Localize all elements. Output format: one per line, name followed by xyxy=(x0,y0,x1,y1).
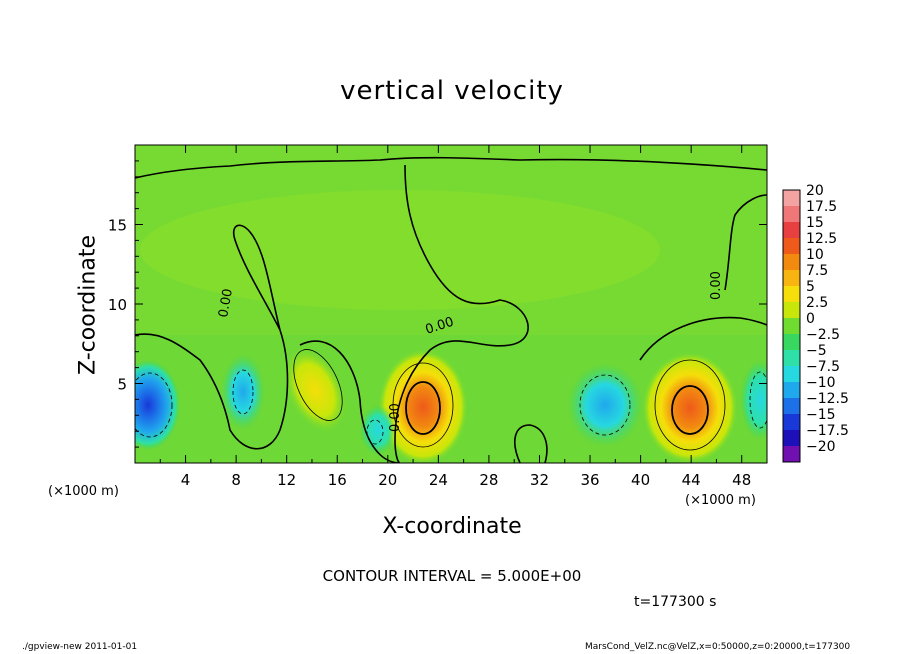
x-axis-label: X-coordinate xyxy=(382,514,522,539)
x-tick-label-36: 36 xyxy=(580,471,599,489)
max-contours xyxy=(405,381,709,435)
x-tick-label-4: 4 xyxy=(181,471,191,489)
downdraft-1 xyxy=(135,360,180,450)
colorbar-label-15: −17.5 xyxy=(806,423,849,439)
contour-interval: CONTOUR INTERVAL = 5.000E+00 xyxy=(322,567,582,585)
colorbar-swatch-7 xyxy=(783,302,800,319)
colorbar-label-10: −5 xyxy=(806,343,827,359)
x-tick-label-44: 44 xyxy=(682,471,701,489)
colorbar-label-6: 5 xyxy=(806,279,815,295)
mid-contours xyxy=(293,349,726,451)
time-label: t=177300 s xyxy=(634,594,717,610)
colorbar-swatch-0 xyxy=(783,190,800,207)
x-tick-label-16: 16 xyxy=(328,471,347,489)
colorbar-swatch-15 xyxy=(783,430,800,447)
colorbar-label-0: 20 xyxy=(806,183,824,199)
colorbar-swatch-11 xyxy=(783,366,800,383)
colorbar-label-2: 15 xyxy=(806,215,824,231)
colorbar-label-4: 10 xyxy=(806,247,824,263)
colorbar-swatch-16 xyxy=(783,446,800,463)
y-tick-label-10: 10 xyxy=(108,296,127,314)
colorbar-swatch-13 xyxy=(783,398,800,415)
footer-right: MarsCond_VelZ.nc@VelZ,x=0:50000,z=0:2000… xyxy=(585,642,851,652)
y-tick-label-5: 5 xyxy=(117,376,127,394)
colorbar-frame xyxy=(782,189,801,463)
colorbar-swatch-14 xyxy=(783,414,800,431)
downdraft-8 xyxy=(221,354,265,430)
updraft-44 xyxy=(642,352,738,463)
downdraft-48 xyxy=(740,360,767,440)
negative-contours xyxy=(135,369,767,445)
x-tick-label-28: 28 xyxy=(479,471,498,489)
colorbar-swatch-3 xyxy=(783,238,800,255)
colorbar-swatch-10 xyxy=(783,350,800,367)
contour-label-3: 0.00 xyxy=(388,403,403,432)
x-tick-label-40: 40 xyxy=(631,471,650,489)
colorbar: 2017.51512.5107.552.50−2.5−5−7.5−10−12.5… xyxy=(782,183,849,463)
y-tick-label-15: 15 xyxy=(108,217,127,235)
contour-label-1: 0.00 xyxy=(216,288,236,319)
colorbar-label-7: 2.5 xyxy=(806,295,828,311)
colorbar-label-12: −10 xyxy=(806,375,836,391)
colorbar-swatch-12 xyxy=(783,382,800,399)
y-axis-ticks: 5 10 15 xyxy=(108,160,767,448)
footer-left: ./gpview-new 2011-01-01 xyxy=(22,642,138,652)
colorbar-swatch-1 xyxy=(783,206,800,223)
colorbar-swatch-5 xyxy=(783,270,800,287)
colorbar-swatch-8 xyxy=(783,318,800,335)
colorbar-label-13: −12.5 xyxy=(806,391,849,407)
zero-contours xyxy=(135,156,767,463)
x-tick-label-20: 20 xyxy=(378,471,397,489)
colorbar-label-14: −15 xyxy=(806,407,836,423)
x-tick-label-12: 12 xyxy=(277,471,296,489)
colorbar-label-16: −20 xyxy=(806,439,836,455)
colorbar-label-9: −2.5 xyxy=(806,327,840,343)
colorbar-label-11: −7.5 xyxy=(806,359,840,375)
colorbar-swatch-4 xyxy=(783,254,800,271)
colorbar-swatch-2 xyxy=(783,222,800,239)
x-tick-label-32: 32 xyxy=(530,471,549,489)
colorbar-label-5: 7.5 xyxy=(806,263,828,279)
x-axis-unit: (×1000 m) xyxy=(685,493,756,508)
colorbar-label-3: 12.5 xyxy=(806,231,837,247)
y-axis-unit: (×1000 m) xyxy=(48,484,119,499)
x-tick-label-24: 24 xyxy=(429,471,448,489)
colorbar-label-1: 17.5 xyxy=(806,199,837,215)
x-tick-label-48: 48 xyxy=(732,471,751,489)
chart-title: vertical velocity xyxy=(340,76,564,106)
contour-label-4: 0.00 xyxy=(709,271,724,300)
updraft-13 xyxy=(283,346,347,434)
x-tick-label-8: 8 xyxy=(231,471,241,489)
colorbar-label-8: 0 xyxy=(806,311,815,327)
velocity-field xyxy=(135,145,767,463)
x-axis-ticks: 4 8 12 16 20 24 28 32 36 40 44 48 xyxy=(134,145,768,489)
downdraft-37 xyxy=(567,363,643,447)
colorbar-swatch-9 xyxy=(783,334,800,351)
colorbar-swatch-6 xyxy=(783,286,800,303)
y-axis-label: Z-coordinate xyxy=(75,235,101,375)
